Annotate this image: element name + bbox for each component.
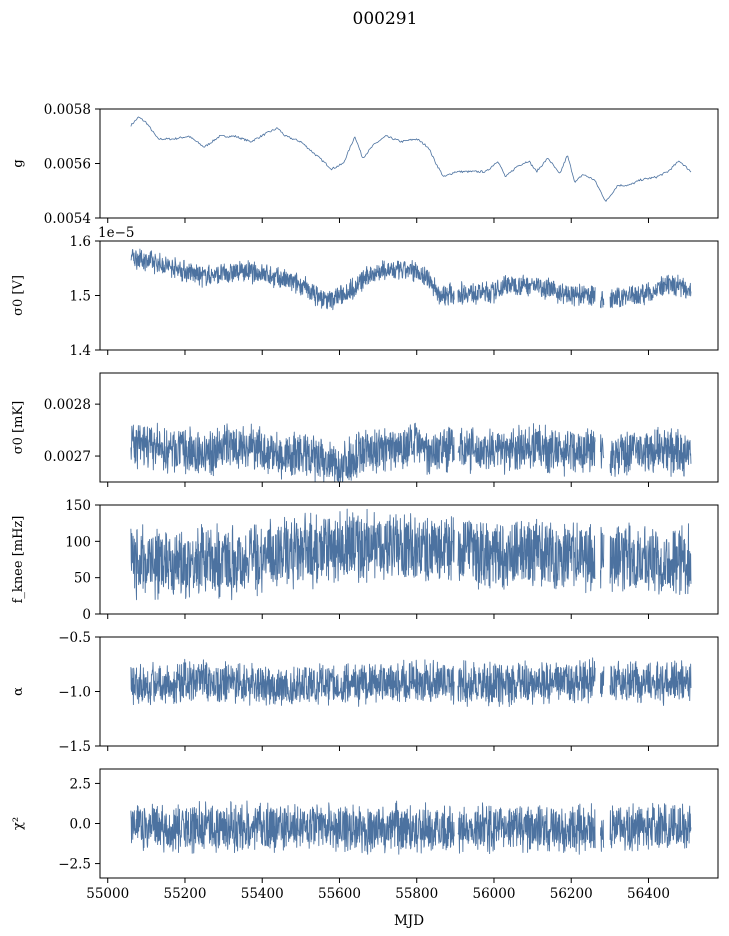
x-tick-label: 55400 xyxy=(241,886,284,902)
panel-fknee: 0 50 100 150 f_knee [mHz] xyxy=(11,498,719,623)
y-tick-label-fknee: 50 xyxy=(74,571,91,587)
y-tick-label-sigma0_v: 1.6 xyxy=(70,234,91,250)
axes-frame-fknee xyxy=(99,504,719,615)
y-axis-label-alpha: α xyxy=(11,687,26,696)
series-line-chi2 xyxy=(130,800,692,855)
x-axis-label: MJD xyxy=(394,913,424,929)
y-tick-label-sigma0_mk: 0.0028 xyxy=(44,397,91,413)
x-tick-label: 55600 xyxy=(318,886,361,902)
y-tick-label-fknee: 0 xyxy=(82,607,91,623)
x-tick-label: 56000 xyxy=(472,886,515,902)
y-tick-label-chi2: −2.5 xyxy=(58,857,91,873)
x-tick-label: 55000 xyxy=(86,886,129,902)
y-tick-label-g: 0.0056 xyxy=(44,157,91,173)
series-line-g xyxy=(130,116,692,202)
y-tick-label-chi2: 2.5 xyxy=(70,776,91,792)
y-tick-label-alpha: −1.0 xyxy=(58,685,91,701)
y-tick-label-sigma0_mk: 0.0027 xyxy=(44,449,91,465)
panel-g: 0.0054 0.0056 0.0058 g xyxy=(11,102,719,227)
y-tick-label-sigma0_v: 1.4 xyxy=(70,343,91,359)
series-line-sigma0_v xyxy=(130,248,692,311)
y-axis-label-chi2: χ² xyxy=(11,817,26,830)
y-tick-label-fknee: 100 xyxy=(65,534,91,550)
panel-chi2: −2.5 0.0 2.5 55000 55200 55400 55600 55800 56000… xyxy=(11,768,719,902)
panel-sigma0_mk: 0.0027 0.0028 σ0 [mK] xyxy=(11,372,719,487)
y-tick-label-chi2: 0.0 xyxy=(70,817,91,833)
panel-alpha: −1.5 −1.0 −0.5 α xyxy=(11,630,719,755)
y-tick-label-alpha: −0.5 xyxy=(58,630,91,646)
series-line-sigma0_mk xyxy=(130,422,692,483)
y-axis-label-sigma0_v: σ0 [V] xyxy=(11,275,26,316)
axes-frame-sigma0_mk xyxy=(99,372,719,483)
y-axis-label-g: g xyxy=(11,159,26,167)
y-tick-label-alpha: −1.5 xyxy=(58,739,91,755)
x-tick-label: 55200 xyxy=(163,886,206,902)
y-axis-label-sigma0_mk: σ0 [mK] xyxy=(11,401,26,454)
offset-text-sigma0_v: 1e−5 xyxy=(98,225,134,241)
series-line-alpha xyxy=(130,657,692,708)
x-tick-label: 56400 xyxy=(627,886,670,902)
x-tick-label: 55800 xyxy=(395,886,438,902)
panel-sigma0_v: 1.4 1.5 1.6 σ0 [V] 1e−5 xyxy=(11,225,719,359)
y-axis-label-fknee: f_knee [mHz] xyxy=(11,516,26,604)
x-tick-label: 56200 xyxy=(550,886,593,902)
y-tick-label-g: 0.0054 xyxy=(44,211,91,227)
y-tick-label-fknee: 150 xyxy=(65,498,91,514)
figure-title: 000291 xyxy=(353,9,418,29)
axes-frame-g xyxy=(99,108,719,219)
y-tick-label-sigma0_v: 1.5 xyxy=(70,289,91,305)
y-tick-label-g: 0.0058 xyxy=(44,102,91,118)
series-line-fknee xyxy=(130,508,692,601)
